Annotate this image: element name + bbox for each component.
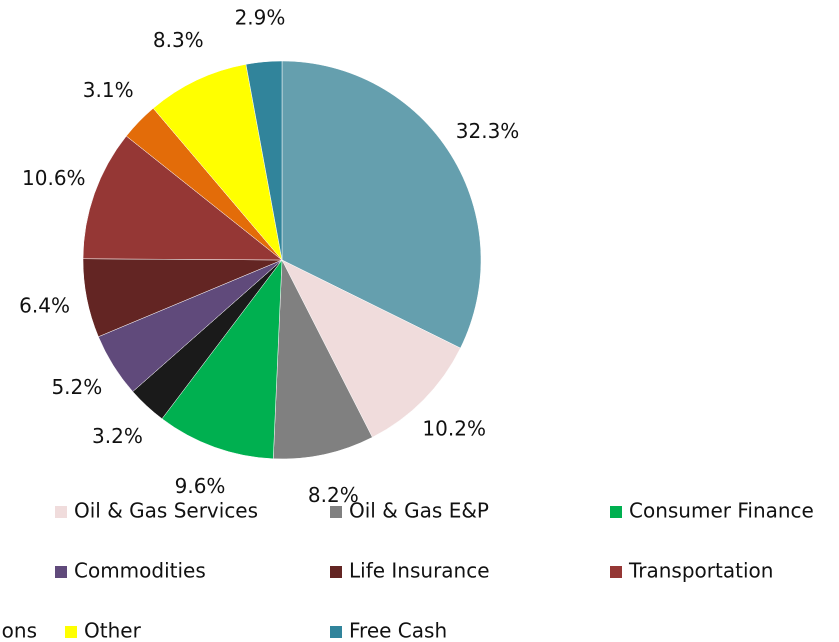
data-label: 6.4% — [19, 293, 70, 317]
pie-slice — [152, 64, 283, 261]
legend-label: Commodities — [74, 559, 206, 583]
legend-label: Other — [84, 619, 142, 642]
legend-label: Life Insurance — [349, 559, 490, 583]
data-label: 10.2% — [422, 417, 486, 441]
data-label: 10.6% — [22, 166, 86, 190]
data-label: 3.1% — [83, 78, 134, 102]
pie-slice — [161, 259, 283, 460]
data-label: 5.2% — [51, 375, 102, 399]
legend-marker — [330, 506, 342, 518]
pie-slice — [245, 60, 283, 261]
data-label: 8.3% — [153, 28, 204, 52]
legend-marker — [55, 566, 67, 578]
data-label: 9.6% — [175, 474, 226, 498]
legend-marker — [55, 506, 67, 518]
legend-label: Consumer Finance — [629, 499, 814, 523]
pie-slice — [281, 60, 482, 349]
pie-slice — [82, 135, 283, 261]
legend-label: Oil & Gas Services — [74, 499, 258, 523]
legend-marker — [65, 626, 77, 638]
legend-marker — [330, 626, 342, 638]
legend-marker — [610, 566, 622, 578]
legend-label: Free Cash — [349, 619, 447, 642]
legend-label-fragment: ons — [2, 619, 37, 642]
legend-marker — [610, 506, 622, 518]
legend-marker — [330, 566, 342, 578]
data-label: 3.2% — [92, 424, 143, 448]
data-label: 8.2% — [308, 483, 359, 507]
pie-slice — [272, 259, 373, 460]
legend-label: Transportation — [628, 559, 773, 583]
pie-slice — [281, 259, 461, 438]
legend-label: Oil & Gas E&P — [349, 499, 489, 523]
data-label: 2.9% — [235, 6, 286, 30]
data-label: 32.3% — [456, 119, 520, 143]
